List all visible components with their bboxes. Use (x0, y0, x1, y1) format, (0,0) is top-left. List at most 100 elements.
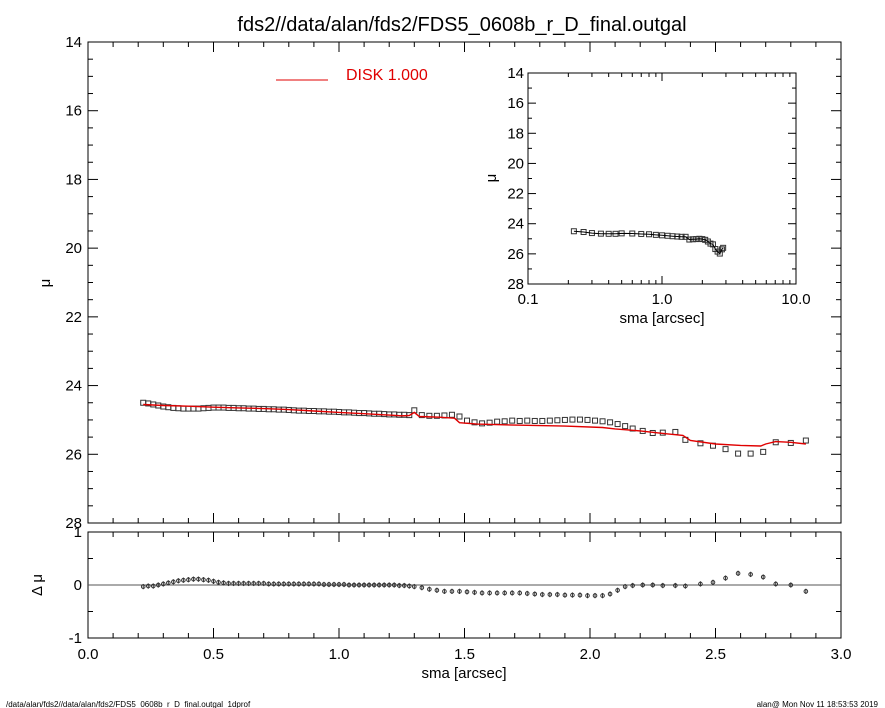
main-panel: 14 16 18 20 22 24 26 28 μ DISK 1.000 (37, 34, 842, 532)
inset-y-tick-label: 28 (507, 276, 524, 293)
residual-y-tick-label: 1 (74, 524, 82, 541)
residual-data-point (773, 581, 779, 587)
residual-data-point (166, 580, 171, 586)
main-data-point (464, 417, 471, 424)
residual-panel: 1 0 -10.0 0.5 1.0 1.5 2.0 2.5 3.0 Δ μ sma [arcse… (29, 524, 851, 682)
main-y-tick-label: 18 (65, 171, 82, 188)
inset-y-tick-label: 26 (507, 246, 524, 263)
residual-data-point (161, 581, 166, 587)
residual-data-point (434, 588, 440, 593)
residual-data-point (547, 592, 553, 597)
inset-x-tick-label: 10.0 (781, 291, 810, 308)
inset-x-tick-label: 0.1 (518, 291, 539, 308)
residual-data-point (748, 572, 753, 577)
residual-data-point (371, 582, 377, 588)
residual-data-point (494, 590, 500, 596)
inset-data-point (720, 244, 727, 251)
main-data-point (599, 418, 606, 425)
residual-x-tick-label: 0.5 (203, 646, 224, 663)
main-data-point (802, 437, 809, 444)
footer-file-path: /data/alan/fds2//data/alan/fds2/FDS5_060… (6, 700, 251, 708)
inset-y-tick-label: 14 (507, 65, 524, 82)
residual-data-point (479, 590, 485, 596)
residual-data-point (386, 582, 392, 588)
residual-data-layer (88, 570, 841, 599)
residual-data-point (201, 577, 206, 583)
residual-data-point (517, 590, 523, 596)
residual-data-point (585, 593, 590, 598)
residual-data-point (760, 574, 766, 580)
residual-data-point (211, 578, 216, 584)
residual-data-point (577, 592, 583, 598)
residual-data-point (442, 589, 447, 594)
residual-data-point (331, 582, 337, 587)
residual-data-point (683, 583, 688, 589)
inset-panel: 14 16 18 20 22 24 26 280.1 1.0 10.0 μ sma [arcsec… (483, 65, 811, 327)
residual-data-point (622, 584, 628, 589)
residual-data-point (306, 581, 312, 587)
residual-data-point (281, 581, 287, 587)
residual-data-point (710, 580, 716, 585)
main-data-point (622, 423, 629, 430)
residual-axis-ticks: 1 0 -10.0 0.5 1.0 1.5 2.0 2.5 3.0 (69, 524, 852, 663)
residual-data-point (145, 583, 151, 589)
main-data-point (672, 428, 679, 435)
residual-data-point (412, 584, 417, 589)
residual-data-point (509, 590, 515, 596)
residual-data-point (698, 581, 703, 587)
residual-data-point (216, 580, 221, 585)
residual-data-point (241, 581, 246, 586)
main-data-point (391, 411, 398, 418)
main-data-point (592, 417, 599, 424)
figure-title: fds2//data/alan/fds2/FDS5_0608b_r_D_fina… (237, 14, 686, 36)
residual-data-point (346, 582, 352, 588)
main-data-point (494, 418, 501, 425)
main-data-point (531, 417, 538, 424)
residual-data-point (502, 590, 507, 596)
residual-data-point (592, 593, 598, 598)
residual-data-point (196, 576, 201, 582)
residual-data-point (673, 583, 678, 588)
residual-data-point (155, 582, 161, 588)
residual-data-point (615, 588, 620, 593)
residual-y-tick-label: 0 (74, 577, 82, 594)
residual-data-point (336, 582, 342, 587)
residual-data-point (532, 591, 538, 597)
residual-data-point (788, 582, 794, 588)
inset-x-axis-label: sma [arcsec] (619, 310, 704, 327)
main-y-tick-label: 24 (65, 378, 82, 395)
residual-x-tick-label: 0.0 (78, 646, 99, 663)
residual-data-point (361, 582, 367, 588)
main-data-point (722, 446, 729, 453)
main-data-point (629, 425, 636, 432)
residual-x-tick-label: 1.0 (329, 646, 350, 663)
residual-data-point (457, 589, 462, 594)
residual-data-point (296, 581, 302, 587)
residual-x-axis-label: sma [arcsec] (421, 665, 506, 682)
residual-data-point (464, 589, 470, 595)
main-data-point (516, 417, 523, 424)
residual-data-point (524, 591, 530, 596)
inset-plot-frame (527, 72, 797, 285)
main-data-point (396, 411, 403, 418)
main-data-point (479, 420, 486, 427)
inset-y-tick-label: 20 (507, 155, 524, 172)
main-data-point (486, 419, 493, 426)
residual-data-point (540, 592, 545, 597)
main-data-point (448, 411, 455, 418)
residual-data-point (186, 577, 191, 583)
residual-y-axis-label: Δ μ (29, 574, 46, 596)
main-data-point (561, 416, 568, 423)
legend-label-disk: DISK 1.000 (346, 67, 428, 84)
residual-data-point (487, 590, 492, 596)
main-y-tick-label: 28 (65, 515, 82, 532)
inset-y-tick-label: 16 (507, 95, 524, 112)
residual-data-point (150, 583, 156, 589)
residual-data-point (570, 592, 575, 598)
residual-data-point (555, 592, 560, 597)
inset-data-layer (570, 228, 727, 257)
inset-data-point (718, 246, 725, 253)
residual-data-point (381, 582, 387, 588)
residual-data-point (246, 581, 251, 586)
main-data-point (501, 418, 508, 425)
